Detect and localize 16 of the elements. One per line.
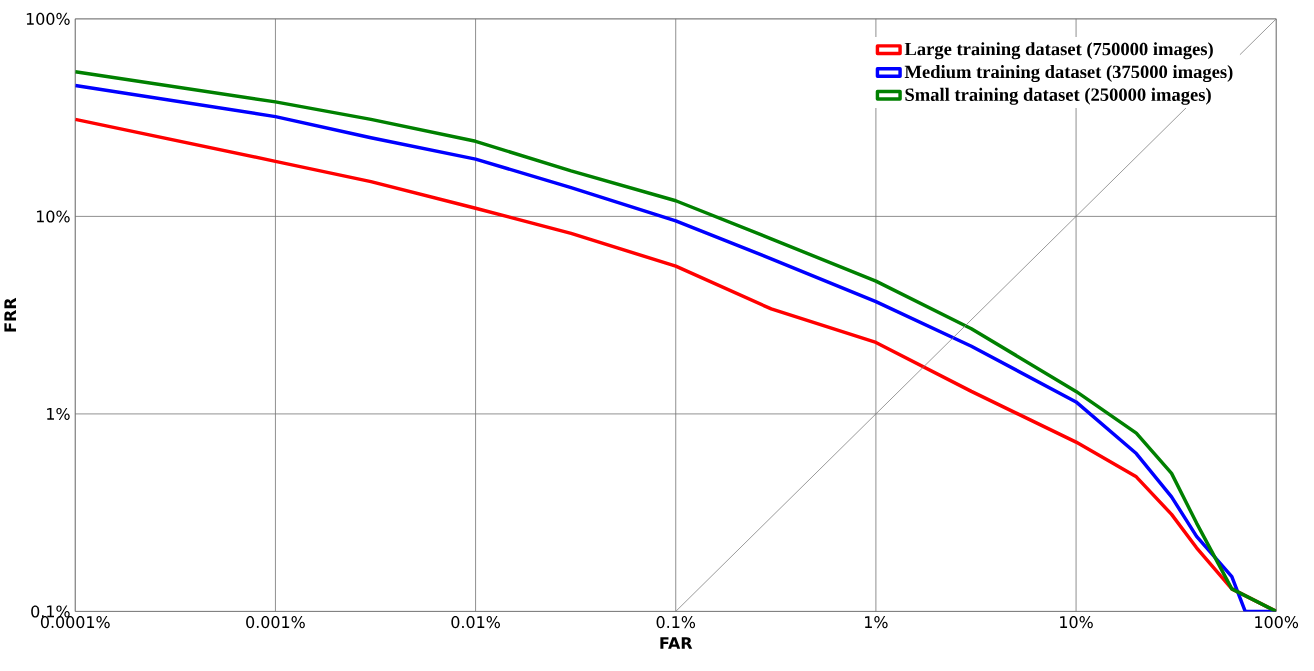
legend-label: Large training dataset (750000 images) bbox=[904, 42, 1213, 60]
y-tick-label: 1% bbox=[47, 407, 70, 420]
x-tick-label: 0.0001% bbox=[40, 616, 110, 629]
y-tick-label: 10% bbox=[36, 210, 70, 223]
x-tick-label: 1% bbox=[865, 616, 888, 629]
x-tick-label: 0.01% bbox=[451, 616, 500, 629]
y-tick-label: 0.1% bbox=[31, 605, 70, 618]
x-tick-label: 10% bbox=[1060, 616, 1093, 629]
x-axis-title: FAR bbox=[660, 637, 693, 649]
y-tick-label: 100% bbox=[26, 12, 70, 25]
x-tick-label: 0.001% bbox=[246, 616, 305, 629]
y-axis-title: FRR bbox=[4, 297, 16, 332]
legend-label: Medium training dataset (375000 images) bbox=[904, 65, 1233, 82]
x-tick-label: 100% bbox=[1255, 616, 1299, 629]
x-tick-label: 0.1% bbox=[656, 616, 696, 629]
legend-label: Small training dataset (250000 images) bbox=[905, 87, 1211, 105]
